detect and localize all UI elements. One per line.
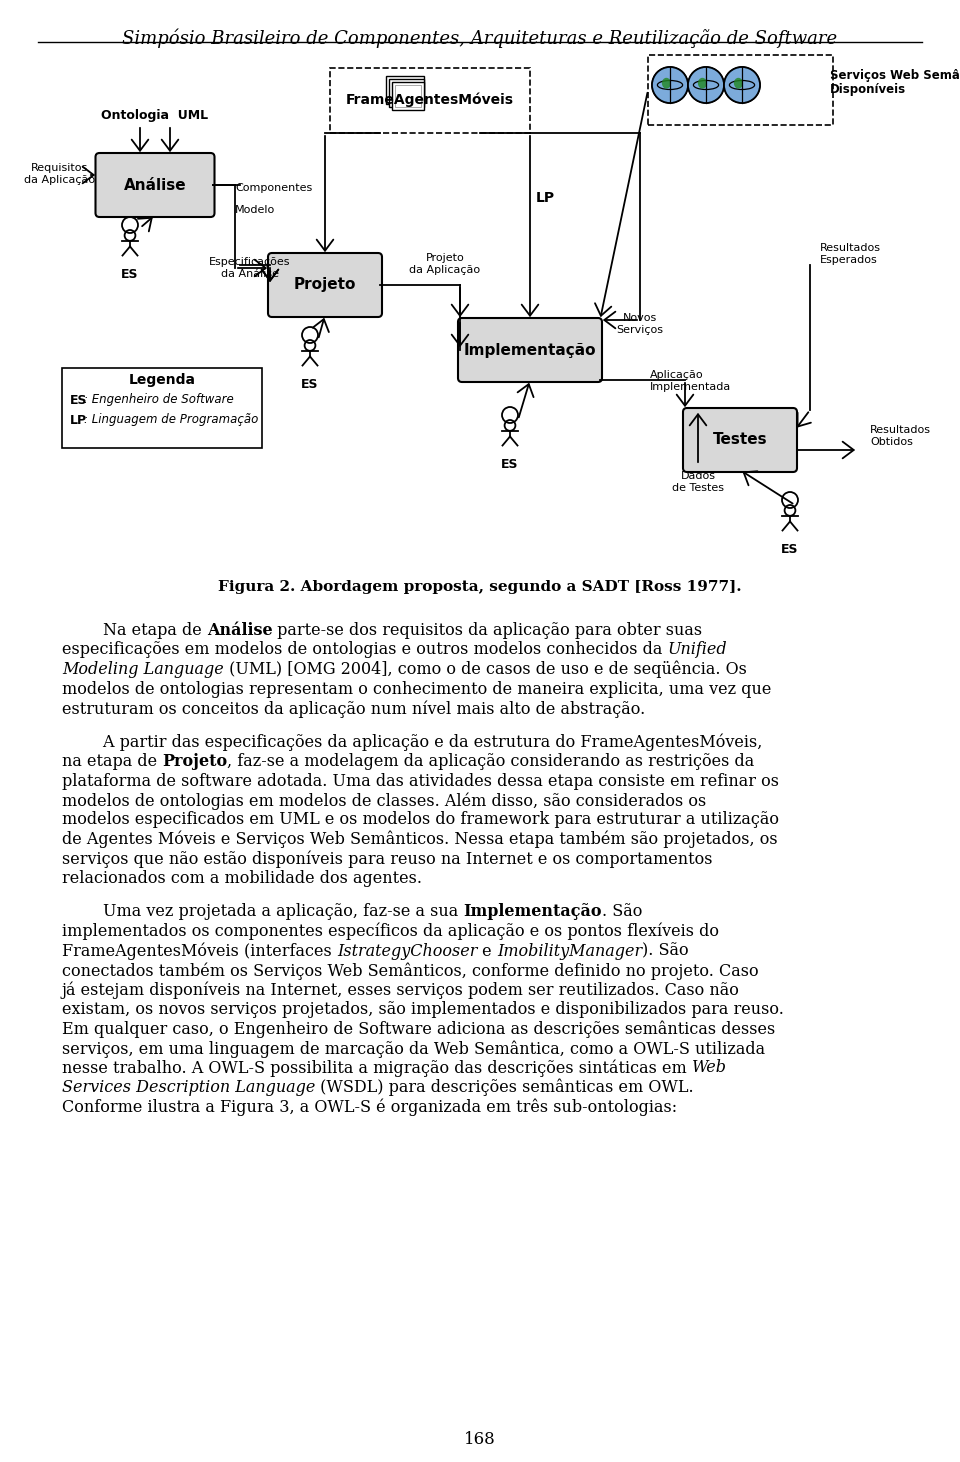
Circle shape: [724, 67, 760, 102]
Text: Requisitos: Requisitos: [32, 162, 88, 173]
Text: Conforme ilustra a Figura 3, a OWL-S é organizada em três sub-ontologias:: Conforme ilustra a Figura 3, a OWL-S é o…: [62, 1098, 677, 1116]
Text: ES: ES: [781, 542, 799, 556]
Text: de Agentes Móveis e Serviços Web Semânticos. Nessa etapa também são projetados, : de Agentes Móveis e Serviços Web Semânti…: [62, 830, 778, 848]
Text: na etapa de: na etapa de: [62, 753, 162, 770]
Text: Modelo: Modelo: [235, 205, 276, 215]
Text: Implementação: Implementação: [464, 904, 602, 921]
Text: Testes: Testes: [712, 433, 767, 447]
FancyBboxPatch shape: [95, 154, 214, 216]
Text: ES: ES: [121, 268, 139, 281]
Text: Esperados: Esperados: [820, 254, 877, 265]
Text: da Aplicação: da Aplicação: [409, 265, 481, 275]
Text: LP: LP: [70, 414, 87, 427]
Bar: [392, 82, 421, 104]
Text: ES: ES: [70, 393, 87, 406]
Text: : Linguagem de Programação: : Linguagem de Programação: [84, 414, 258, 427]
Text: (WSDL) para descrições semânticas em OWL.: (WSDL) para descrições semânticas em OWL…: [316, 1079, 694, 1096]
Text: Especificações: Especificações: [209, 257, 291, 268]
Text: serviços, em uma linguagem de marcação da Web Semântica, como a OWL-S utilizada: serviços, em uma linguagem de marcação d…: [62, 1039, 765, 1057]
Bar: [386, 76, 424, 104]
FancyBboxPatch shape: [458, 319, 602, 382]
Text: conectados também os Serviços Web Semânticos, conforme definido no projeto. Caso: conectados também os Serviços Web Semânt…: [62, 962, 758, 980]
Text: 168: 168: [464, 1431, 496, 1449]
Text: Serviços: Serviços: [616, 325, 663, 335]
Text: Disponíveis: Disponíveis: [830, 83, 906, 96]
Text: Dados: Dados: [681, 471, 715, 481]
Text: A partir das especificações da aplicação e da estrutura do FrameAgentesMóveis,: A partir das especificações da aplicação…: [62, 734, 762, 751]
Text: Na etapa de: Na etapa de: [62, 621, 206, 639]
Text: Implementação: Implementação: [464, 342, 596, 358]
Text: Ontologia  UML: Ontologia UML: [102, 108, 208, 121]
Text: relacionados com a mobilidade dos agentes.: relacionados com a mobilidade dos agente…: [62, 870, 422, 887]
Text: FrameAgentesMóveis (interfaces: FrameAgentesMóveis (interfaces: [62, 943, 337, 961]
Text: de Testes: de Testes: [672, 482, 724, 493]
Text: Novos: Novos: [623, 313, 658, 323]
Text: . São: . São: [602, 904, 642, 921]
Text: já estejam disponíveis na Internet, esses serviços podem ser reutilizados. Caso : já estejam disponíveis na Internet, esse…: [62, 981, 740, 999]
Text: Projeto: Projeto: [425, 253, 465, 263]
Text: estruturam os conceitos da aplicação num nível mais alto de abstração.: estruturam os conceitos da aplicação num…: [62, 700, 645, 718]
Text: : Engenheiro de Software: : Engenheiro de Software: [84, 393, 233, 406]
Bar: [395, 85, 421, 107]
Text: Services Description Language: Services Description Language: [62, 1079, 316, 1096]
Circle shape: [688, 67, 724, 102]
FancyBboxPatch shape: [683, 408, 797, 472]
Text: ). São: ). São: [642, 943, 688, 959]
Text: Web: Web: [692, 1060, 727, 1076]
Text: Análise: Análise: [206, 621, 273, 639]
Bar: [392, 82, 424, 110]
Text: Obtidos: Obtidos: [870, 437, 913, 447]
Text: ES: ES: [501, 458, 518, 471]
Text: ES: ES: [301, 379, 319, 390]
Text: da Análise: da Análise: [221, 269, 279, 279]
FancyBboxPatch shape: [268, 253, 382, 317]
Text: ImobilityManager: ImobilityManager: [497, 943, 642, 959]
Text: Componentes: Componentes: [235, 183, 312, 193]
Text: modelos de ontologias em modelos de classes. Além disso, são considerados os: modelos de ontologias em modelos de clas…: [62, 792, 707, 810]
Text: Modeling Language: Modeling Language: [62, 661, 224, 678]
Text: plataforma de software adotada. Uma das atividades dessa etapa consiste em refin: plataforma de software adotada. Uma das …: [62, 772, 779, 789]
Text: Análise: Análise: [124, 177, 186, 193]
Text: Resultados: Resultados: [820, 243, 881, 253]
Ellipse shape: [733, 77, 743, 89]
Bar: [389, 79, 421, 101]
Text: FrameAgentesMóveis: FrameAgentesMóveis: [346, 92, 514, 107]
Text: nesse trabalho. A OWL-S possibilita a migração das descrições sintáticas em: nesse trabalho. A OWL-S possibilita a mi…: [62, 1060, 692, 1077]
Text: Legenda: Legenda: [129, 373, 196, 387]
Circle shape: [652, 67, 688, 102]
Text: , faz-se a modelagem da aplicação considerando as restrições da: , faz-se a modelagem da aplicação consid…: [228, 753, 755, 770]
Ellipse shape: [661, 77, 671, 89]
Text: serviços que não estão disponíveis para reuso na Internet e os comportamentos: serviços que não estão disponíveis para …: [62, 851, 712, 868]
Text: modelos de ontologias representam o conhecimento de maneira explicita, uma vez q: modelos de ontologias representam o conh…: [62, 680, 772, 697]
Text: Figura 2. Abordagem proposta, segundo a SADT [Ross 1977].: Figura 2. Abordagem proposta, segundo a …: [218, 580, 742, 594]
Text: modelos especificados em UML e os modelos do framework para estruturar a utiliza: modelos especificados em UML e os modelo…: [62, 811, 779, 829]
Bar: [62, 368, 262, 447]
Text: LP: LP: [536, 192, 555, 205]
Bar: [330, 67, 530, 133]
Text: Serviços Web Semânticos: Serviços Web Semânticos: [830, 69, 960, 82]
Text: especificações em modelos de ontologias e outros modelos conhecidos da: especificações em modelos de ontologias …: [62, 642, 667, 658]
Bar: [647, 56, 832, 124]
Text: Em qualquer caso, o Engenheiro de Software adiciona as descrições semânticas des: Em qualquer caso, o Engenheiro de Softwa…: [62, 1020, 776, 1038]
Text: parte-se dos requisitos da aplicação para obter suas: parte-se dos requisitos da aplicação par…: [273, 621, 703, 639]
Text: implementados os componentes específicos da aplicação e os pontos flexíveis do: implementados os componentes específicos…: [62, 923, 719, 940]
Ellipse shape: [698, 77, 707, 89]
Text: Uma vez projetada a aplicação, faz-se a sua: Uma vez projetada a aplicação, faz-se a …: [62, 904, 464, 921]
Text: IstrategyChooser: IstrategyChooser: [337, 943, 477, 959]
Text: Implementada: Implementada: [650, 382, 732, 392]
Text: e: e: [477, 943, 497, 959]
Text: Projeto: Projeto: [162, 753, 228, 770]
Text: (UML) [OMG 2004], como o de casos de uso e de seqüência. Os: (UML) [OMG 2004], como o de casos de uso…: [224, 661, 747, 678]
Text: Simpósio Brasileiro de Componentes, Arquiteturas e Reutilização de Software: Simpósio Brasileiro de Componentes, Arqu…: [123, 28, 837, 47]
Text: Unified: Unified: [667, 642, 727, 658]
Text: Resultados: Resultados: [870, 425, 931, 436]
Text: existam, os novos serviços projetados, são implementados e disponibilizados para: existam, os novos serviços projetados, s…: [62, 1001, 784, 1018]
Text: da Aplicação: da Aplicação: [24, 175, 96, 186]
Text: Projeto: Projeto: [294, 278, 356, 292]
Text: Aplicação: Aplicação: [650, 370, 704, 380]
Bar: [389, 79, 424, 107]
